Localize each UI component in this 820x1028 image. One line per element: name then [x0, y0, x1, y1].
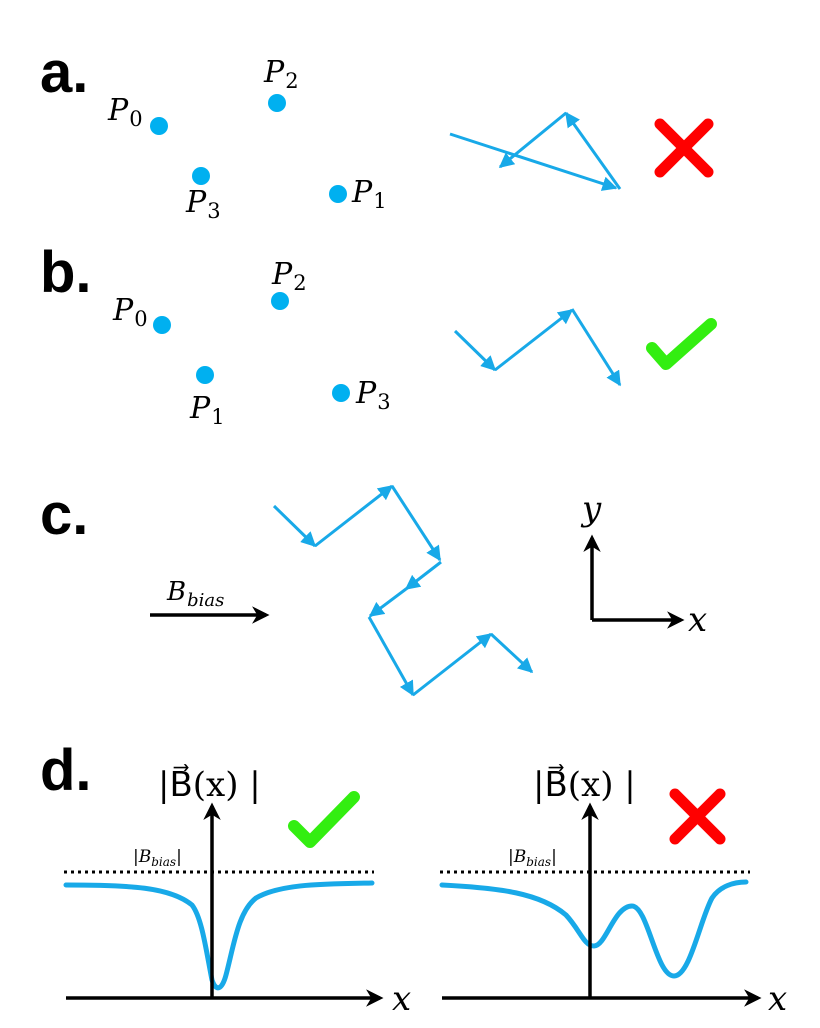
point-b1-label: P1	[189, 391, 225, 429]
panel-d-label: d.	[40, 738, 92, 803]
point-a0	[150, 117, 168, 135]
panel-b: b. P0 P2 P1 P3	[40, 240, 717, 429]
right-ylabel: |B⃗(x) |	[533, 764, 636, 805]
cross-icon	[654, 118, 714, 178]
point-b3	[332, 384, 350, 402]
point-a1-label: P1	[351, 175, 387, 213]
right-field-curve	[439, 879, 749, 979]
panel-c: c. Bbias y x	[40, 482, 707, 697]
point-a3	[192, 167, 210, 185]
y-axis-label: y	[580, 489, 602, 529]
xy-axes: y x	[580, 489, 707, 640]
panel-a-label: a.	[40, 40, 88, 105]
point-a1	[329, 185, 347, 203]
x-axis-label: x	[688, 600, 707, 640]
point-a3-label: P3	[185, 185, 221, 223]
path-b	[453, 308, 622, 387]
path-a	[449, 111, 622, 191]
check-icon	[288, 791, 360, 848]
plot-left: |B⃗(x) | |Bbias| x	[63, 764, 411, 1019]
panel-b-label: b.	[40, 240, 92, 305]
point-a2-label: P2	[263, 55, 299, 93]
panel-c-label: c.	[40, 482, 88, 547]
right-bias-label: |Bbias|	[508, 847, 557, 869]
left-xlabel: x	[392, 979, 411, 1019]
bias-field-label: Bbias	[166, 577, 224, 611]
plot-right: |B⃗(x) | |Bbias| x	[439, 764, 787, 1019]
left-field-curve	[63, 880, 375, 991]
check-icon	[646, 318, 717, 370]
point-b2-label: P2	[271, 257, 307, 295]
cross-icon	[669, 788, 726, 845]
point-b2	[271, 292, 289, 310]
right-xlabel: x	[768, 979, 787, 1019]
path-c	[272, 484, 534, 697]
left-bias-label: |Bbias|	[133, 847, 182, 869]
left-ylabel: |B⃗(x) |	[158, 764, 261, 805]
panel-d: d. |B⃗(x) | |Bbias| x |B⃗(x) | |Bbias| x	[40, 738, 787, 1019]
point-b0-label: P0	[112, 293, 148, 331]
point-b1	[196, 366, 214, 384]
point-a2	[268, 94, 286, 112]
point-a0-label: P0	[107, 93, 143, 131]
point-b3-label: P3	[355, 376, 391, 414]
panel-a: a. P0 P2 P3 P1	[40, 40, 714, 223]
point-b0	[153, 316, 171, 334]
